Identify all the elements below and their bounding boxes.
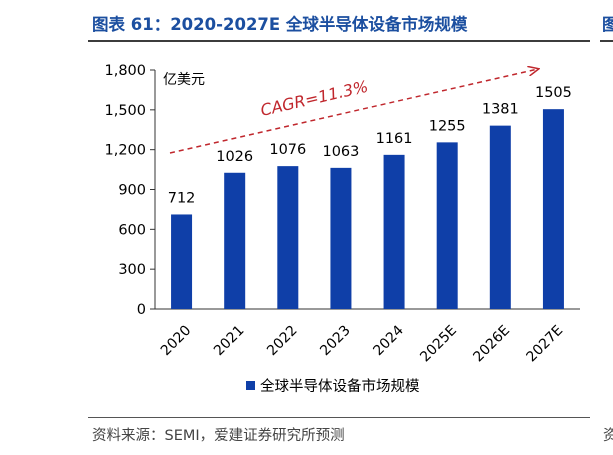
y-tick-label: 0: [137, 302, 146, 318]
x-tick-label: 2025E: [417, 323, 460, 366]
data-label: 1505: [535, 85, 572, 101]
cagr-annotation: CAGR=11.3%: [259, 77, 370, 120]
x-tick-label: 2023: [317, 323, 354, 360]
bar: [489, 125, 511, 310]
next-figure-rule: [600, 40, 613, 42]
bar: [224, 172, 246, 309]
y-tick-label: 900: [118, 183, 146, 199]
x-tick-label: 2027E: [523, 323, 566, 366]
x-tick-label: 2022: [264, 323, 301, 360]
data-label: 1255: [429, 118, 466, 134]
x-tick-label: 2024: [370, 322, 407, 359]
legend-swatch: [246, 381, 255, 390]
next-source-fragment: 资: [603, 428, 613, 444]
source-note: 资料来源：SEMI，爱建证券研究所预测: [92, 428, 345, 444]
title-rule: [88, 40, 590, 42]
bar: [542, 109, 564, 310]
next-figure-title-fragment: 图: [602, 15, 613, 34]
data-label: 1026: [216, 149, 253, 165]
x-axis: 2020 2021 2022 2023 2024 2025E 2026E 2027E: [155, 308, 580, 366]
data-labels-group: 712 1026 1076 1063 1161 1255 1381 1505: [168, 85, 572, 206]
y-tick-label: 1,200: [104, 143, 146, 159]
y-axis: 0 300 600 900 1,200 1,500 1,800: [104, 63, 156, 318]
bar: [330, 167, 352, 309]
bar: [171, 214, 193, 309]
legend: 全球半导体设备市场规模: [246, 377, 420, 395]
bar: [436, 142, 458, 309]
bar: [383, 154, 405, 309]
y-tick-label: 300: [118, 262, 146, 278]
bars-group: [171, 109, 564, 310]
y-tick-label: 600: [118, 222, 146, 238]
x-tick-label: 2020: [158, 323, 195, 360]
bar: [277, 166, 299, 309]
data-label: 1076: [269, 142, 306, 158]
figure-title: 图表 61：2020-2027E 全球半导体设备市场规模: [92, 15, 468, 34]
legend-label: 全球半导体设备市场规模: [260, 377, 420, 395]
y-tick-label: 1,500: [104, 103, 146, 119]
y-axis-unit-label: 亿美元: [163, 72, 205, 88]
footer-rule: [88, 417, 590, 418]
x-tick-label: 2026E: [470, 323, 513, 366]
data-label: 1381: [482, 102, 519, 118]
data-label: 1161: [376, 131, 413, 147]
data-label: 712: [168, 190, 196, 206]
data-label: 1063: [322, 144, 359, 160]
x-tick-label: 2021: [211, 323, 248, 360]
y-tick-label: 1,800: [104, 63, 146, 79]
